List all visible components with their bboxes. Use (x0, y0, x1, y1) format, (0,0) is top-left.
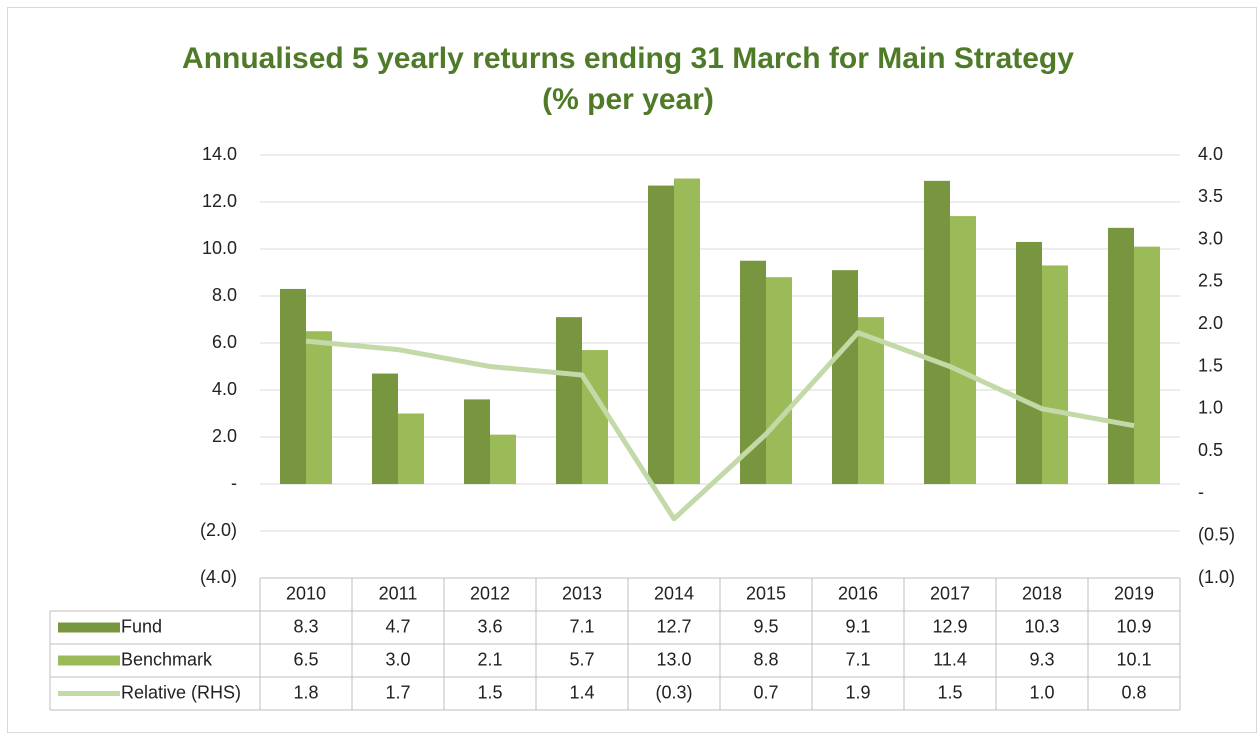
bar (1016, 241, 1042, 484)
table-value: 10.1 (1116, 649, 1151, 669)
bar (674, 178, 700, 484)
table-value: 4.7 (385, 616, 410, 636)
bar (464, 399, 490, 484)
bar (924, 180, 950, 484)
table-value: 13.0 (656, 649, 691, 669)
table-value: 7.1 (569, 616, 594, 636)
bar (1042, 265, 1068, 484)
legend-label: Benchmark (121, 649, 213, 669)
y-tick-label: (2.0) (200, 520, 237, 540)
bar (280, 288, 306, 484)
table-value: 9.5 (753, 616, 778, 636)
table-value: 1.7 (385, 682, 410, 702)
table-value: 10.3 (1024, 616, 1059, 636)
y2-tick-label: - (1198, 482, 1204, 502)
table-value: 3.0 (385, 649, 410, 669)
chart-frame (7, 7, 1257, 733)
bar (740, 260, 766, 484)
line (305, 330, 1135, 522)
table-value: 1.4 (569, 682, 594, 702)
chart-title: Annualised 5 yearly returns ending 31 Ma… (182, 42, 1074, 75)
y2-tick-label: 0.5 (1198, 440, 1223, 460)
bar (858, 317, 884, 484)
y-tick-label: 4.0 (212, 379, 237, 399)
bar (556, 317, 582, 484)
table-value: 12.9 (932, 616, 967, 636)
y2-tick-label: 1.0 (1198, 398, 1223, 418)
bar (766, 277, 792, 484)
y-tick-label: 14.0 (202, 144, 237, 164)
table-value: 3.6 (477, 616, 502, 636)
table-value: 1.0 (1029, 682, 1054, 702)
table-value: 1.5 (937, 682, 962, 702)
x-tick-label: 2017 (930, 583, 970, 603)
bar (832, 270, 858, 484)
x-tick-label: 2018 (1022, 583, 1062, 603)
x-tick-label: 2014 (654, 583, 694, 603)
table-value: 1.8 (293, 682, 318, 702)
table-value: 12.7 (656, 616, 691, 636)
table-value: 0.7 (753, 682, 778, 702)
chart-subtitle: (% per year) (542, 83, 714, 116)
y2-tick-label: (0.5) (1198, 524, 1235, 544)
y-tick-label: 10.0 (202, 238, 237, 258)
table-value: 0.8 (1121, 682, 1146, 702)
table-value: 10.9 (1116, 616, 1151, 636)
bar (490, 434, 516, 484)
x-tick-label: 2011 (379, 583, 418, 603)
table-value: 1.9 (845, 682, 870, 702)
bar (950, 216, 976, 484)
bar (1134, 246, 1160, 484)
y2-tick-label: 2.5 (1198, 271, 1223, 291)
y2-tick-label: 4.0 (1198, 144, 1223, 164)
bar (648, 185, 674, 485)
x-tick-label: 2013 (562, 583, 602, 603)
x-tick-label: 2010 (286, 583, 326, 603)
bar (372, 373, 398, 484)
y2-tick-label: 2.0 (1198, 313, 1223, 333)
x-tick-label: 2019 (1114, 583, 1154, 603)
y-tick-label: (4.0) (200, 567, 237, 587)
legend-label: Fund (121, 616, 162, 636)
bar (398, 413, 424, 484)
legend-label: Relative (RHS) (121, 682, 241, 702)
table-value: 9.1 (845, 616, 870, 636)
bar (582, 350, 608, 484)
legend-key (58, 655, 120, 666)
table-value: 8.3 (293, 616, 318, 636)
legend-key (58, 622, 120, 633)
table-value: 6.5 (293, 649, 318, 669)
y-tick-label: 6.0 (212, 332, 237, 352)
table-value: 9.3 (1029, 649, 1054, 669)
bar (306, 331, 332, 484)
y-tick-label: 8.0 (212, 285, 237, 305)
table-value: (0.3) (655, 682, 692, 702)
x-tick-label: 2015 (746, 583, 786, 603)
table-value: 2.1 (477, 649, 502, 669)
y-tick-label: 2.0 (212, 426, 237, 446)
y2-tick-label: 3.5 (1198, 186, 1223, 206)
bar (1108, 227, 1134, 484)
table-value: 1.5 (477, 682, 502, 702)
x-tick-label: 2016 (838, 583, 878, 603)
table-value: 8.8 (753, 649, 778, 669)
y-tick-label: - (231, 473, 237, 493)
y2-tick-label: 1.5 (1198, 355, 1223, 375)
x-tick-label: 2012 (470, 583, 510, 603)
y2-tick-label: (1.0) (1198, 567, 1235, 587)
y-tick-label: 12.0 (202, 191, 237, 211)
table-value: 5.7 (569, 649, 594, 669)
table-value: 7.1 (845, 649, 870, 669)
y2-tick-label: 3.0 (1198, 228, 1223, 248)
table-value: 11.4 (933, 649, 967, 669)
